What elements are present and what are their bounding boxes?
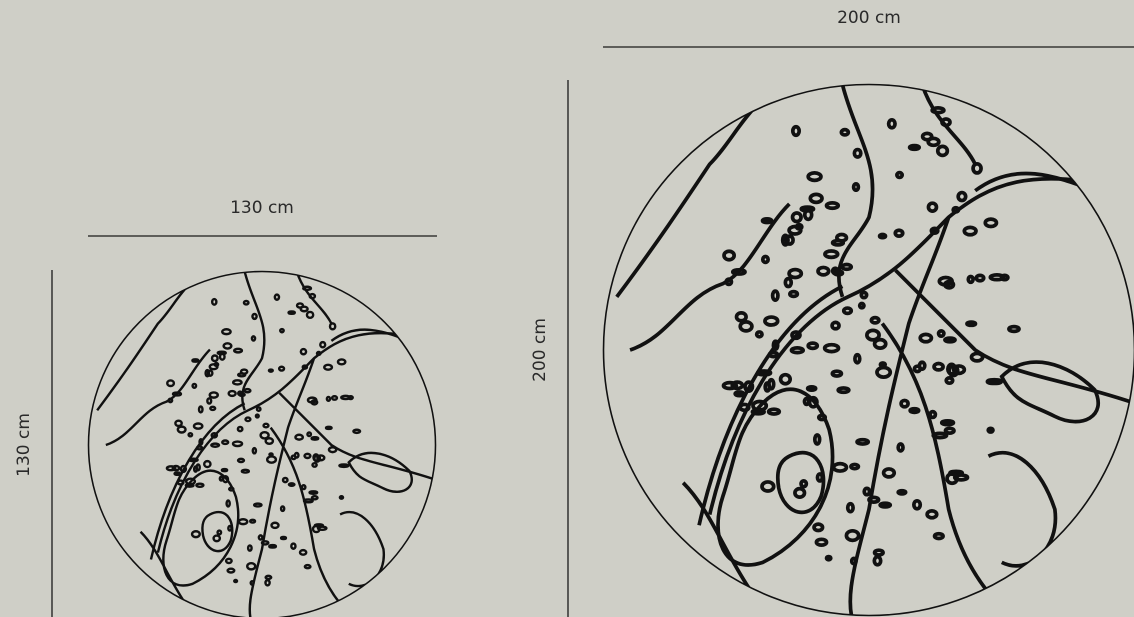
- height-label: 200 cm: [530, 318, 550, 382]
- map-artwork: [602, 85, 1134, 617]
- map-artwork: [87, 272, 436, 617]
- height-label: 130 cm: [14, 413, 34, 477]
- width-label: 130 cm: [230, 198, 294, 218]
- width-label: 200 cm: [837, 8, 901, 28]
